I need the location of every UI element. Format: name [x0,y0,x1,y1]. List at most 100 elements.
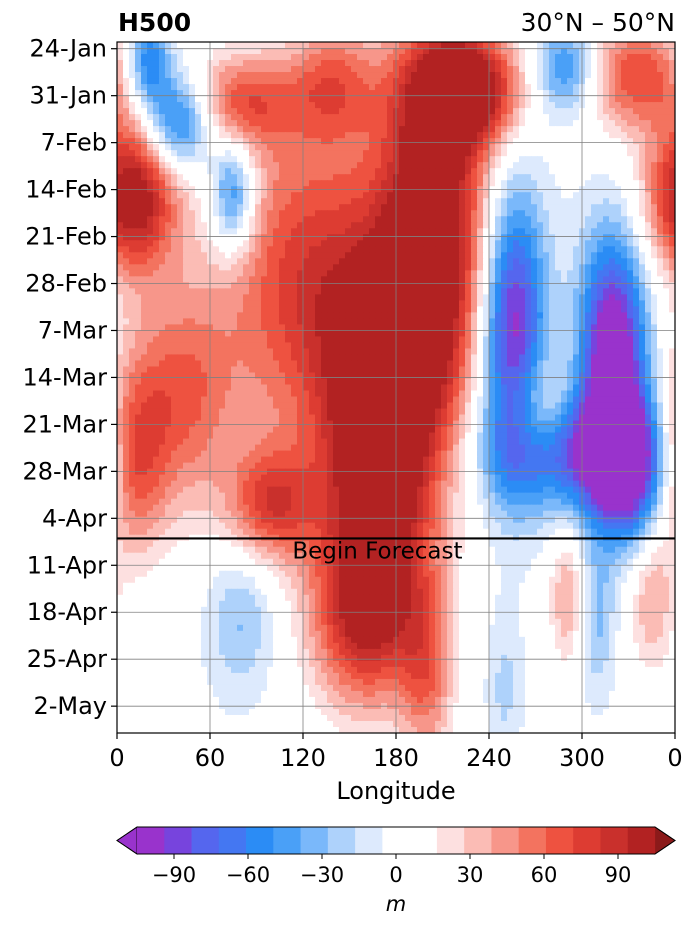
heatmap-cell [261,300,268,307]
heatmap-cell [351,90,358,97]
heatmap-cell [219,96,226,103]
heatmap-cell [537,282,544,289]
heatmap-cell [615,54,622,61]
heatmap-cell [309,360,316,368]
heatmap-cell [345,264,352,271]
heatmap-cell [489,222,496,229]
heatmap-cell [141,300,148,307]
heatmap-cell [249,210,256,217]
heatmap-cell [381,336,388,344]
heatmap-cell [117,78,124,85]
heatmap-cell [159,54,166,61]
heatmap-cell [399,348,406,356]
heatmap-cell [303,42,310,49]
heatmap-cell [585,78,592,85]
heatmap-cell [447,252,454,259]
heatmap-cell [669,108,675,115]
heatmap-cell [513,162,520,169]
heatmap-cell [375,120,382,127]
heatmap-cell [279,300,286,307]
heatmap-cell [501,90,508,97]
heatmap-cell [327,222,334,229]
heatmap-cell [315,174,322,181]
heatmap-cell [621,282,628,289]
heatmap-cell [381,42,388,49]
heatmap-cell [651,324,658,332]
heatmap-cell [363,222,370,229]
heatmap-cell [387,222,394,229]
heatmap-cell [399,126,406,133]
heatmap-cell [537,162,544,169]
heatmap-cell [225,240,232,247]
heatmap-cell [195,102,202,109]
heatmap-cell [351,192,358,199]
heatmap-cell [303,282,310,289]
heatmap-cell [615,114,622,121]
heatmap-cell [519,252,526,259]
heatmap-cell [513,96,520,103]
heatmap-cell [243,204,250,211]
heatmap-cell [135,282,142,289]
heatmap-cell [213,132,220,139]
heatmap-cell [489,234,496,241]
heatmap-cell [303,72,310,79]
heatmap-cell [297,306,304,313]
heatmap-cell [225,114,232,121]
heatmap-cell [375,246,382,253]
heatmap-cell [525,252,532,259]
heatmap-cell [333,120,340,127]
heatmap-cell [549,168,556,175]
heatmap-cell [411,60,418,67]
heatmap-cell [171,78,178,85]
heatmap-cell [483,162,490,169]
heatmap-cell [315,306,322,313]
heatmap-cell [333,216,340,223]
heatmap-cell [147,138,154,145]
heatmap-cell [231,246,238,253]
heatmap-cell [339,120,346,127]
heatmap-cell [543,144,550,151]
heatmap-cell [615,108,622,115]
heatmap-cell [603,318,610,326]
heatmap-cell [399,168,406,175]
heatmap-cell [543,114,550,121]
heatmap-cell [225,138,232,145]
heatmap-cell [201,336,208,344]
heatmap-cell [243,294,250,301]
heatmap-cell [381,204,388,211]
heatmap-cell [117,210,124,217]
heatmap-cell [657,348,664,356]
heatmap-cell [387,138,394,145]
heatmap-cell [609,264,616,271]
heatmap-cell [525,66,532,73]
heatmap-cell [297,132,304,139]
heatmap-cell [555,300,562,307]
heatmap-cell [303,48,310,55]
heatmap-cell [267,168,274,175]
heatmap-cell [315,288,322,295]
heatmap-cell [219,216,226,223]
heatmap-cell [543,42,550,49]
heatmap-cell [603,78,610,85]
heatmap-cell [291,276,298,283]
heatmap-cell [129,114,136,121]
heatmap-cell [459,120,466,127]
heatmap-cell [549,276,556,283]
heatmap-cell [183,348,190,356]
heatmap-cell [507,132,514,139]
heatmap-cell [621,312,628,319]
heatmap-cell [423,306,430,313]
heatmap-cell [129,96,136,103]
heatmap-cell [561,48,568,55]
heatmap-cell [333,102,340,109]
heatmap-cell [327,288,334,295]
heatmap-cell [471,246,478,253]
heatmap-cell [291,180,298,187]
heatmap-cell [627,192,634,199]
heatmap-cell [279,282,286,289]
heatmap-cell [333,138,340,145]
heatmap-cell [603,102,610,109]
heatmap-cell [507,216,514,223]
heatmap-cell [489,174,496,181]
heatmap-cell [249,246,256,253]
